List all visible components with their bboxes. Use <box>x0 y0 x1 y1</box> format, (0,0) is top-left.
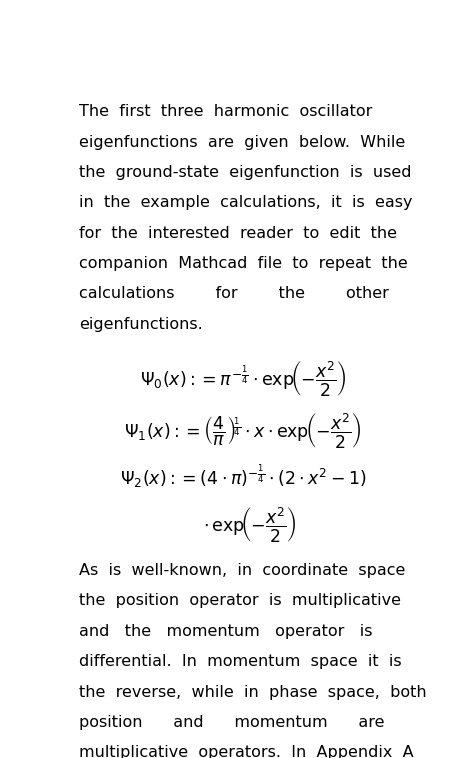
Text: the  position  operator  is  multiplicative: the position operator is multiplicative <box>80 594 401 609</box>
Text: As  is  well-known,  in  coordinate  space: As is well-known, in coordinate space <box>80 563 406 578</box>
Text: multiplicative  operators.  In  Appendix  A: multiplicative operators. In Appendix A <box>80 745 414 758</box>
Text: the  reverse,  while  in  phase  space,  both: the reverse, while in phase space, both <box>80 684 427 700</box>
Text: differential.  In  momentum  space  it  is: differential. In momentum space it is <box>80 654 402 669</box>
Text: The  first  three  harmonic  oscillator: The first three harmonic oscillator <box>80 105 373 119</box>
Text: eigenfunctions.: eigenfunctions. <box>80 317 203 332</box>
Text: calculations        for        the        other: calculations for the other <box>80 287 389 302</box>
Text: the  ground-state  eigenfunction  is  used: the ground-state eigenfunction is used <box>80 165 412 180</box>
Text: for  the  interested  reader  to  edit  the: for the interested reader to edit the <box>80 226 398 241</box>
Text: position      and      momentum      are: position and momentum are <box>80 715 385 730</box>
Text: $\cdot\,\mathrm{exp}\!\left(-\dfrac{x^2}{2}\right)$: $\cdot\,\mathrm{exp}\!\left(-\dfrac{x^2}… <box>203 506 297 544</box>
Text: and   the   momentum   operator   is: and the momentum operator is <box>80 624 373 639</box>
Text: in  the  example  calculations,  it  is  easy: in the example calculations, it is easy <box>80 196 413 211</box>
Text: eigenfunctions  are  given  below.  While: eigenfunctions are given below. While <box>80 135 406 150</box>
Text: companion  Mathcad  file  to  repeat  the: companion Mathcad file to repeat the <box>80 256 408 271</box>
Text: $\Psi_0(x) := \pi^{-\frac{1}{4}} \cdot \mathrm{exp}\!\left(-\dfrac{x^2}{2}\right: $\Psi_0(x) := \pi^{-\frac{1}{4}} \cdot \… <box>140 359 346 398</box>
Text: $\Psi_2(x) := (4 \cdot \pi)^{-\frac{1}{4}} \cdot (2 \cdot x^2 - 1)$: $\Psi_2(x) := (4 \cdot \pi)^{-\frac{1}{4… <box>120 462 366 490</box>
Text: $\Psi_1(x) := \left(\dfrac{4}{\pi}\right)^{\!\frac{1}{4}} \cdot x \cdot \mathrm{: $\Psi_1(x) := \left(\dfrac{4}{\pi}\right… <box>124 411 362 449</box>
